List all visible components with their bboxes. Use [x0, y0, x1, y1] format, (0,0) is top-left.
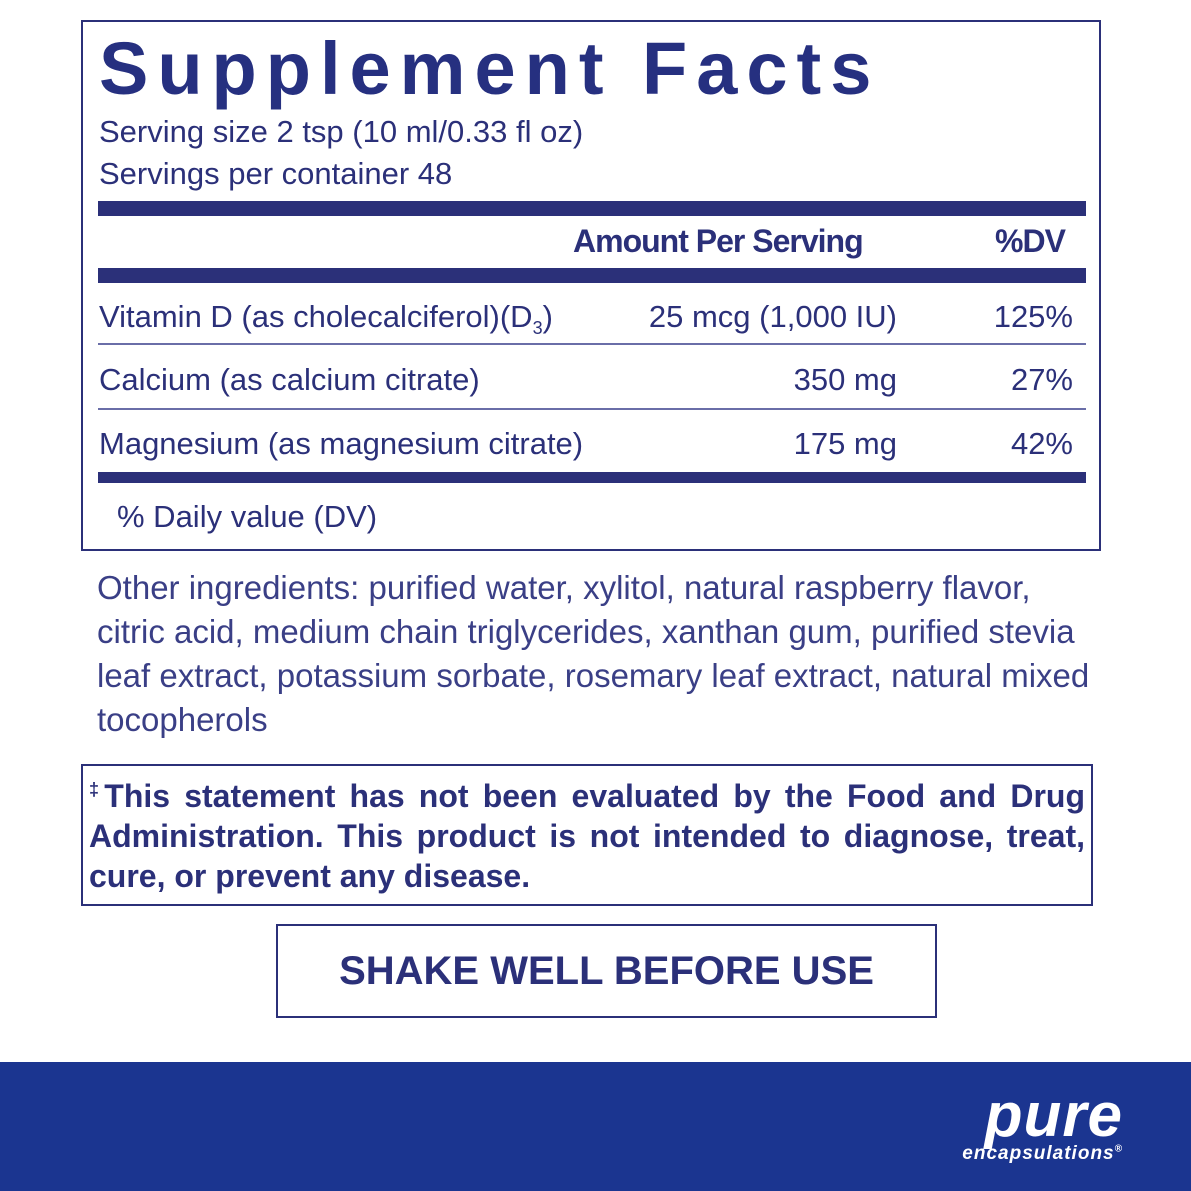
nutrient-name: Vitamin D (as cholecalciferol)(D3) [99, 299, 553, 339]
divider-thick [98, 268, 1086, 283]
nutrient-name: Calcium (as calcium citrate) [99, 362, 480, 397]
shake-notice: SHAKE WELL BEFORE USE [276, 924, 937, 1018]
nutrient-dv: 42% [1010, 426, 1073, 461]
brand-footer: pure encapsulations® [0, 1062, 1191, 1191]
brand-name: pure [984, 1081, 1123, 1150]
brand-subtitle: encapsulations [962, 1143, 1115, 1164]
supplement-facts-panel: Supplement Facts Serving size 2 tsp (10 … [81, 20, 1101, 551]
divider-thick [98, 472, 1086, 483]
divider-thin [98, 343, 1086, 345]
nutrient-dv: 27% [1010, 362, 1073, 397]
nutrient-name: Magnesium (as magnesium citrate) [99, 426, 584, 461]
divider-thick [98, 201, 1086, 216]
serving-size: Serving size 2 tsp (10 ml/0.33 fl oz) [99, 114, 584, 149]
facts-title: Supplement Facts [99, 27, 881, 110]
registered-mark: ® [1114, 1143, 1123, 1155]
header-dv: %DV [995, 223, 1066, 259]
servings-per-container: Servings per container 48 [99, 156, 453, 191]
lower-content: Other ingredients: purified water, xylit… [0, 566, 1191, 1018]
nutrient-row: Magnesium (as magnesium citrate) 175 mg … [99, 425, 1073, 465]
dv-footnote: % Daily value (DV) [117, 499, 378, 534]
nutrient-dv: 125% [993, 299, 1073, 334]
nutrient-row: Vitamin D (as cholecalciferol)(D3) 25 mc… [99, 298, 1073, 338]
header-amount: Amount Per Serving [573, 223, 864, 259]
nutrient-amount: 350 mg [793, 362, 897, 397]
other-ingredients: Other ingredients: purified water, xylit… [97, 569, 1090, 738]
nutrient-amount: 175 mg [793, 426, 897, 461]
divider-thin [98, 408, 1086, 410]
nutrient-row: Calcium (as calcium citrate) 350 mg 27% [99, 361, 1073, 401]
brand-logo: pure encapsulations® [962, 1081, 1123, 1166]
disclaimer-text: This statement has not been evaluated by… [89, 778, 1086, 894]
nutrient-amount: 25 mcg (1,000 IU) [648, 299, 897, 334]
double-dagger-mark: ‡ [89, 779, 105, 800]
fda-disclaimer: ‡This statement has not been evaluated b… [81, 764, 1093, 906]
